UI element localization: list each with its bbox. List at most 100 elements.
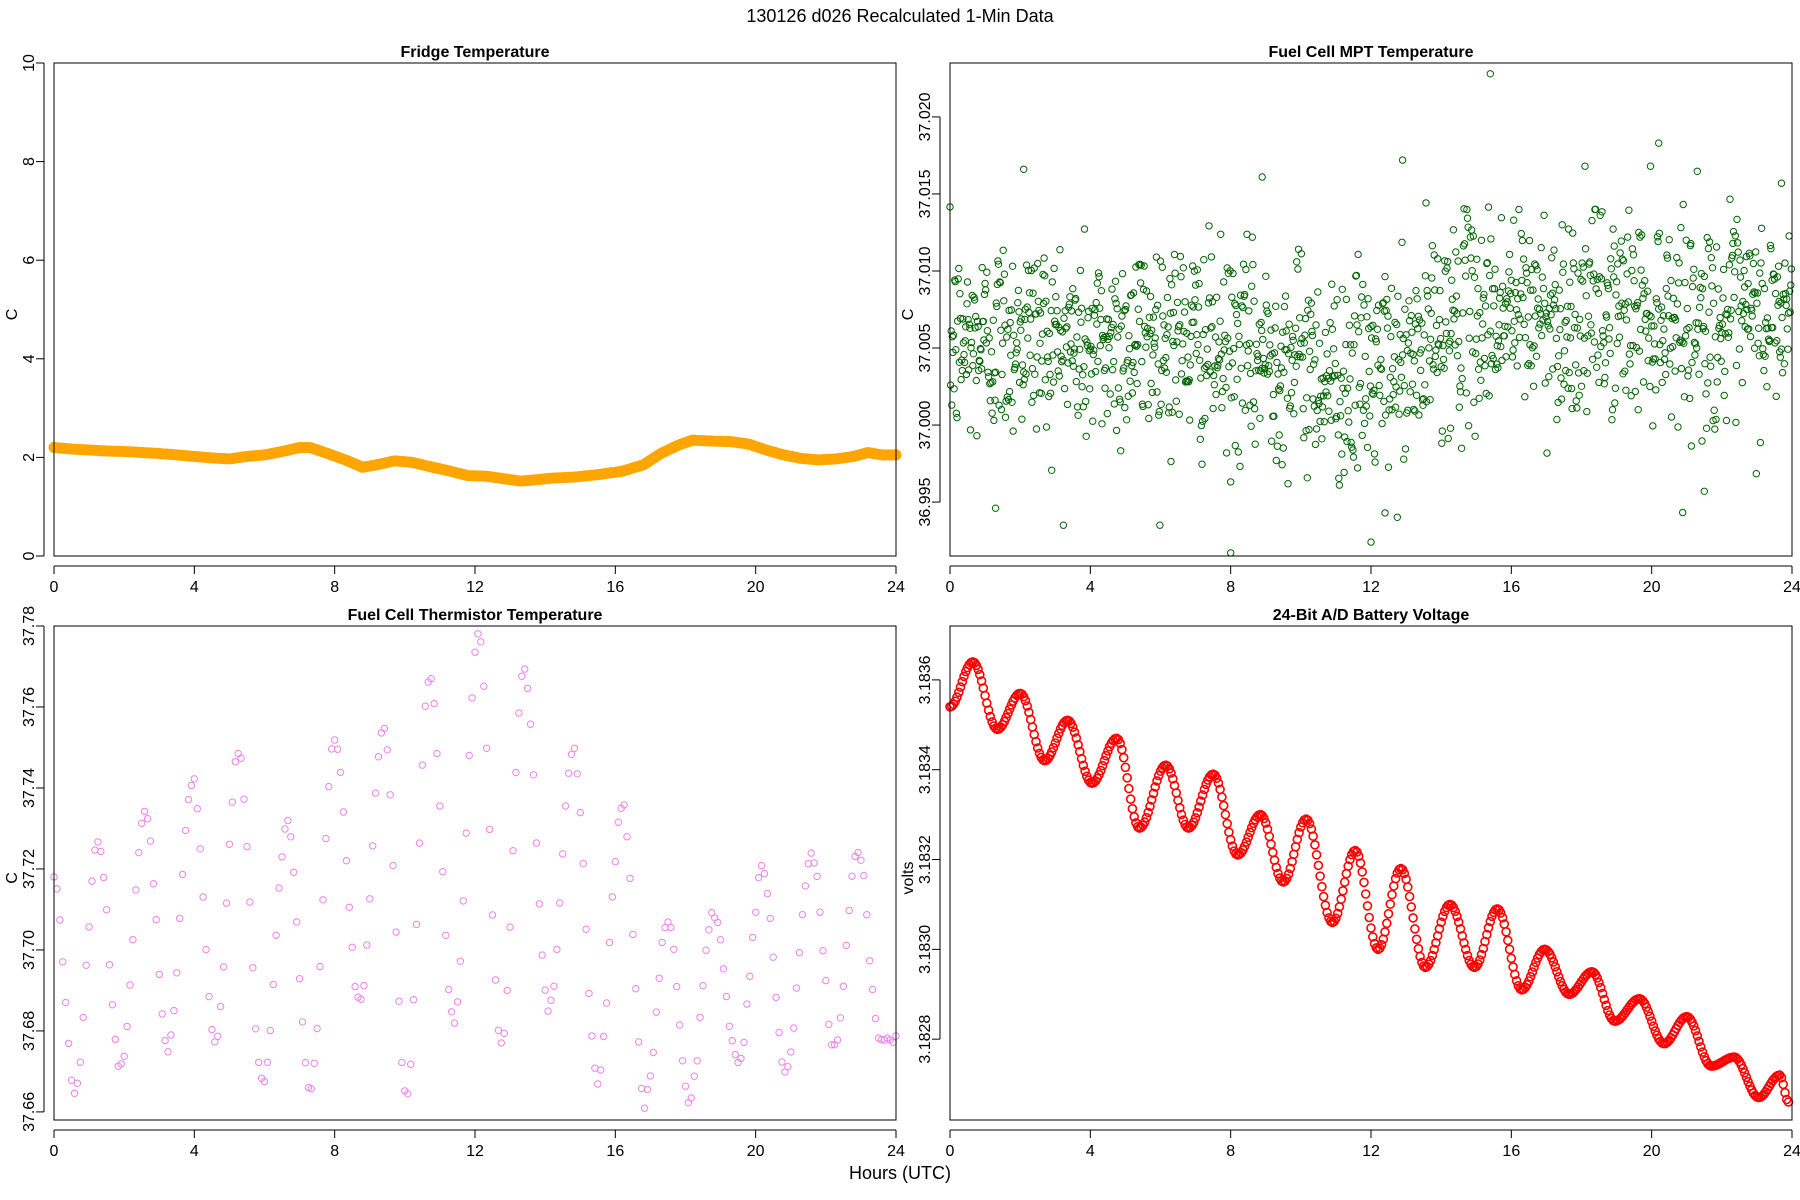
data-point	[1698, 437, 1706, 445]
data-point	[1362, 901, 1373, 911]
data-point	[1372, 338, 1381, 346]
data-point	[974, 322, 982, 331]
data-point	[1114, 384, 1123, 392]
data-point	[1728, 251, 1737, 260]
data-point	[1349, 453, 1358, 461]
data-point	[1510, 969, 1520, 980]
data-point	[1389, 391, 1397, 399]
data-point	[1128, 389, 1137, 397]
data-point	[1589, 277, 1597, 285]
data-point	[947, 327, 955, 335]
data-point	[1224, 827, 1234, 838]
x-axis: 0 4 8 12 16 20 24	[50, 1129, 905, 1160]
data-point	[1658, 378, 1666, 387]
data-point	[1757, 224, 1766, 233]
data-point	[1067, 307, 1076, 315]
data-point	[1681, 278, 1689, 287]
data-point	[573, 770, 581, 778]
data-point	[1032, 743, 1043, 753]
data-point	[1185, 376, 1193, 384]
data-point	[1120, 364, 1128, 372]
data-point	[1242, 265, 1250, 274]
data-point	[1358, 431, 1366, 440]
data-point	[1175, 410, 1183, 418]
data-point	[1370, 450, 1379, 458]
data-point	[1486, 70, 1495, 78]
data-point	[1397, 373, 1406, 381]
data-point	[670, 945, 678, 953]
data-point	[1149, 313, 1158, 321]
data-point	[1184, 353, 1192, 361]
data-point	[1398, 238, 1406, 247]
data-point	[1503, 298, 1511, 306]
data-point	[1511, 288, 1520, 297]
data-point	[1126, 377, 1134, 385]
x-tick-label: 0	[946, 579, 955, 596]
data-point	[167, 1031, 175, 1039]
data-point	[1398, 156, 1407, 164]
data-point	[1090, 346, 1098, 354]
data-point	[1704, 379, 1712, 387]
data-point	[952, 409, 961, 417]
data-point	[1473, 255, 1481, 263]
data-point	[1418, 396, 1427, 404]
data-point	[684, 1099, 693, 1107]
data-point	[1062, 324, 1070, 332]
data-point	[1455, 403, 1464, 411]
data-point	[1541, 379, 1549, 387]
data-point	[295, 975, 304, 983]
data-point	[1156, 257, 1165, 265]
data-point	[649, 1048, 657, 1057]
data-point	[989, 378, 997, 386]
data-point	[1329, 345, 1338, 353]
data-point	[117, 1060, 125, 1068]
data-point	[1474, 284, 1482, 293]
data-point	[1327, 377, 1335, 385]
data-point	[1108, 366, 1117, 374]
data-point	[955, 264, 963, 273]
data-point	[1046, 389, 1055, 397]
data-point	[1680, 339, 1688, 347]
data-point	[1452, 292, 1461, 300]
data-point	[623, 833, 631, 841]
data-point	[1340, 468, 1348, 477]
data-point	[1524, 976, 1534, 986]
data-point	[1581, 162, 1589, 170]
data-point	[1306, 365, 1314, 374]
data-point	[1152, 253, 1161, 261]
data-point	[667, 923, 675, 932]
data-point	[1018, 361, 1027, 369]
data-point	[1228, 293, 1236, 301]
data-point	[1194, 340, 1202, 349]
data-point	[1203, 345, 1212, 353]
data-point	[1152, 776, 1162, 786]
data-point	[1053, 307, 1061, 315]
data-point	[994, 260, 1003, 268]
data-point	[1713, 378, 1721, 386]
data-point	[1078, 383, 1086, 391]
data-point	[1571, 310, 1579, 319]
data-point	[1220, 809, 1231, 820]
data-point	[1401, 305, 1409, 313]
data-point	[1506, 304, 1514, 312]
data-point	[1089, 417, 1097, 425]
data-point	[1177, 273, 1185, 281]
data-point	[1495, 294, 1504, 302]
data-point	[973, 432, 981, 440]
data-point	[1338, 450, 1346, 458]
data-point	[1427, 950, 1438, 961]
data-point	[1501, 926, 1511, 937]
data-point	[953, 413, 961, 422]
data-point	[1277, 342, 1285, 350]
data-point	[290, 868, 298, 876]
data-point	[955, 358, 964, 366]
data-point	[1767, 245, 1775, 253]
data-point	[1525, 236, 1534, 245]
data-point	[1206, 368, 1214, 376]
data-point	[1328, 325, 1337, 333]
data-point	[1749, 259, 1758, 268]
data-point	[1360, 419, 1369, 428]
data-point	[1003, 708, 1013, 719]
data-point	[1746, 332, 1755, 341]
